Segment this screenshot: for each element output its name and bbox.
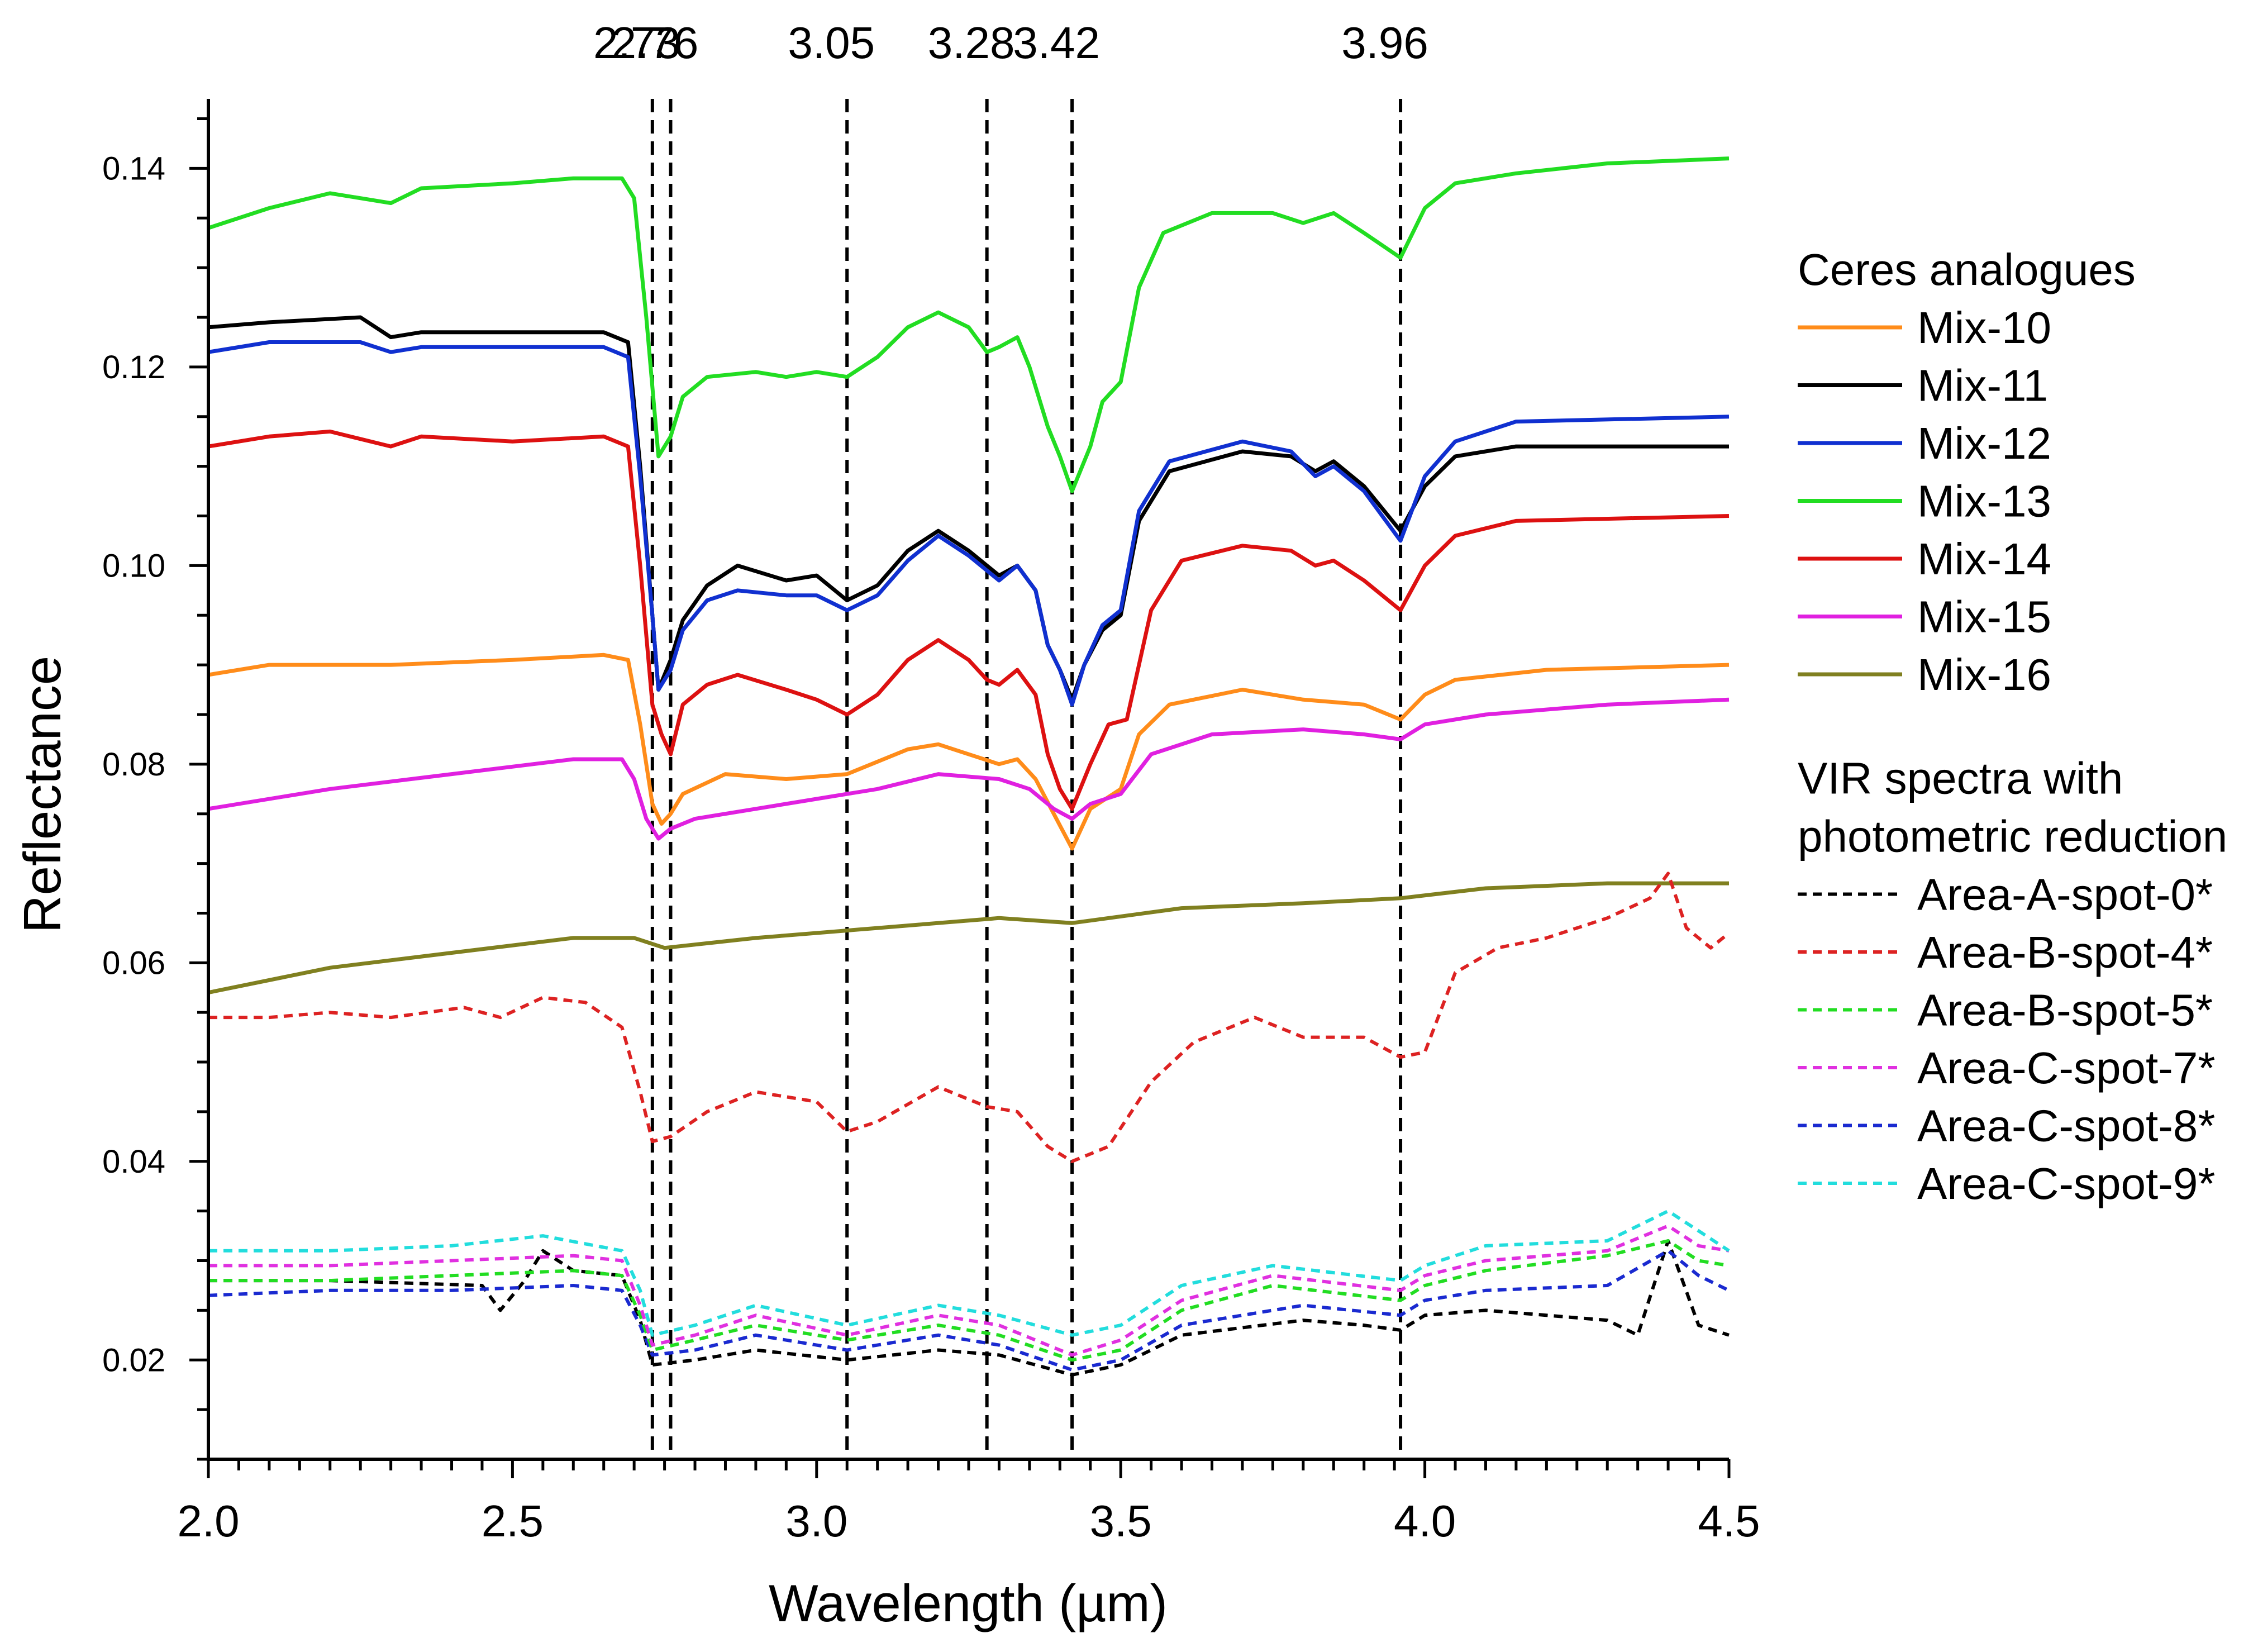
y-tick-label: 0.04 [102, 1144, 165, 1180]
x-tick-label: 2.5 [482, 1496, 544, 1546]
reference-label-2-76: 2.76 [612, 18, 699, 68]
legend-label-area-b-spot-5: Area-B-spot-5* [1917, 986, 2213, 1035]
legend-group-title: VIR spectra with [1798, 754, 2123, 803]
series-line-area-c-spot-7 [208, 1224, 1730, 1357]
legend-label-area-c-spot-8: Area-C-spot-8* [1917, 1101, 2216, 1151]
legend-label-mix-12: Mix-12 [1917, 418, 2051, 468]
legend-label-mix-14: Mix-14 [1917, 534, 2051, 584]
y-tick-label: 0.12 [102, 349, 165, 385]
legend-label-area-c-spot-7: Area-C-spot-7* [1917, 1043, 2216, 1093]
legend-group-title: Ceres analogues [1798, 245, 2136, 294]
reference-label-3-28: 3.28 [928, 18, 1015, 68]
legend-label-mix-13: Mix-13 [1917, 477, 2051, 526]
legend-label-mix-15: Mix-15 [1917, 592, 2051, 642]
x-tick-label: 4.0 [1394, 1496, 1456, 1546]
legend-label-area-b-spot-4: Area-B-spot-4* [1917, 927, 2213, 977]
x-axis-label: Wavelength (µm) [769, 1574, 1168, 1632]
reference-label-2-73: 2.73 [593, 18, 680, 68]
series-line-mix-16 [208, 881, 1729, 995]
reference-label-3-96: 3.96 [1341, 18, 1428, 68]
y-tick-label: 0.02 [102, 1342, 165, 1378]
y-axis-label: Reflectance [13, 656, 72, 933]
x-tick-label: 3.5 [1090, 1496, 1152, 1546]
legend-label-mix-11: Mix-11 [1917, 361, 2048, 411]
y-tick-label: 0.06 [102, 945, 165, 981]
reference-label-3-42: 3.42 [1013, 18, 1100, 68]
legend-label-mix-10: Mix-10 [1917, 303, 2051, 353]
legend-label-area-a-spot-0: Area-A-spot-0* [1917, 870, 2213, 920]
x-tick-label: 3.0 [785, 1496, 847, 1546]
x-tick-label: 4.5 [1698, 1496, 1760, 1546]
series-layer [207, 156, 1730, 1377]
series-line-area-a-spot-0 [208, 1239, 1730, 1377]
series-line-area-c-spot-9 [208, 1209, 1730, 1337]
series-line-mix-10 [208, 653, 1730, 851]
reference-lines: 2.732.76 3.05 3.283.42 3.96 [593, 18, 1428, 1459]
series-line-area-b-spot-4 [208, 872, 1730, 1163]
series-line-mix-12 [208, 340, 1730, 707]
series-line-mix-15 [208, 697, 1730, 841]
legend: Ceres analogues Mix-10 Mix-11 Mix-12 Mix-13 M… [1798, 245, 2227, 1208]
y-tick-label: 0.08 [102, 746, 165, 783]
series-line-mix-13 [207, 156, 1730, 493]
legend-label-area-c-spot-9: Area-C-spot-9* [1917, 1159, 2216, 1208]
legend-group-title: photometric reduction [1798, 812, 2227, 861]
legend-label-mix-16: Mix-16 [1917, 650, 2051, 699]
y-tick-label: 0.10 [102, 548, 165, 584]
x-tick-label: 2.0 [177, 1496, 239, 1546]
y-tick-label: 0.14 [102, 150, 165, 187]
reference-label-3-05: 3.05 [788, 18, 875, 68]
series-line-area-b-spot-5 [208, 1239, 1730, 1362]
axes: 2.0 2.5 3.0 3.5 4.0 4.5 0.02 0.04 0.06 0.08 0.10 0.… [102, 99, 1760, 1546]
series-line-area-c-spot-8 [208, 1249, 1730, 1372]
series-line-mix-14 [208, 429, 1730, 811]
